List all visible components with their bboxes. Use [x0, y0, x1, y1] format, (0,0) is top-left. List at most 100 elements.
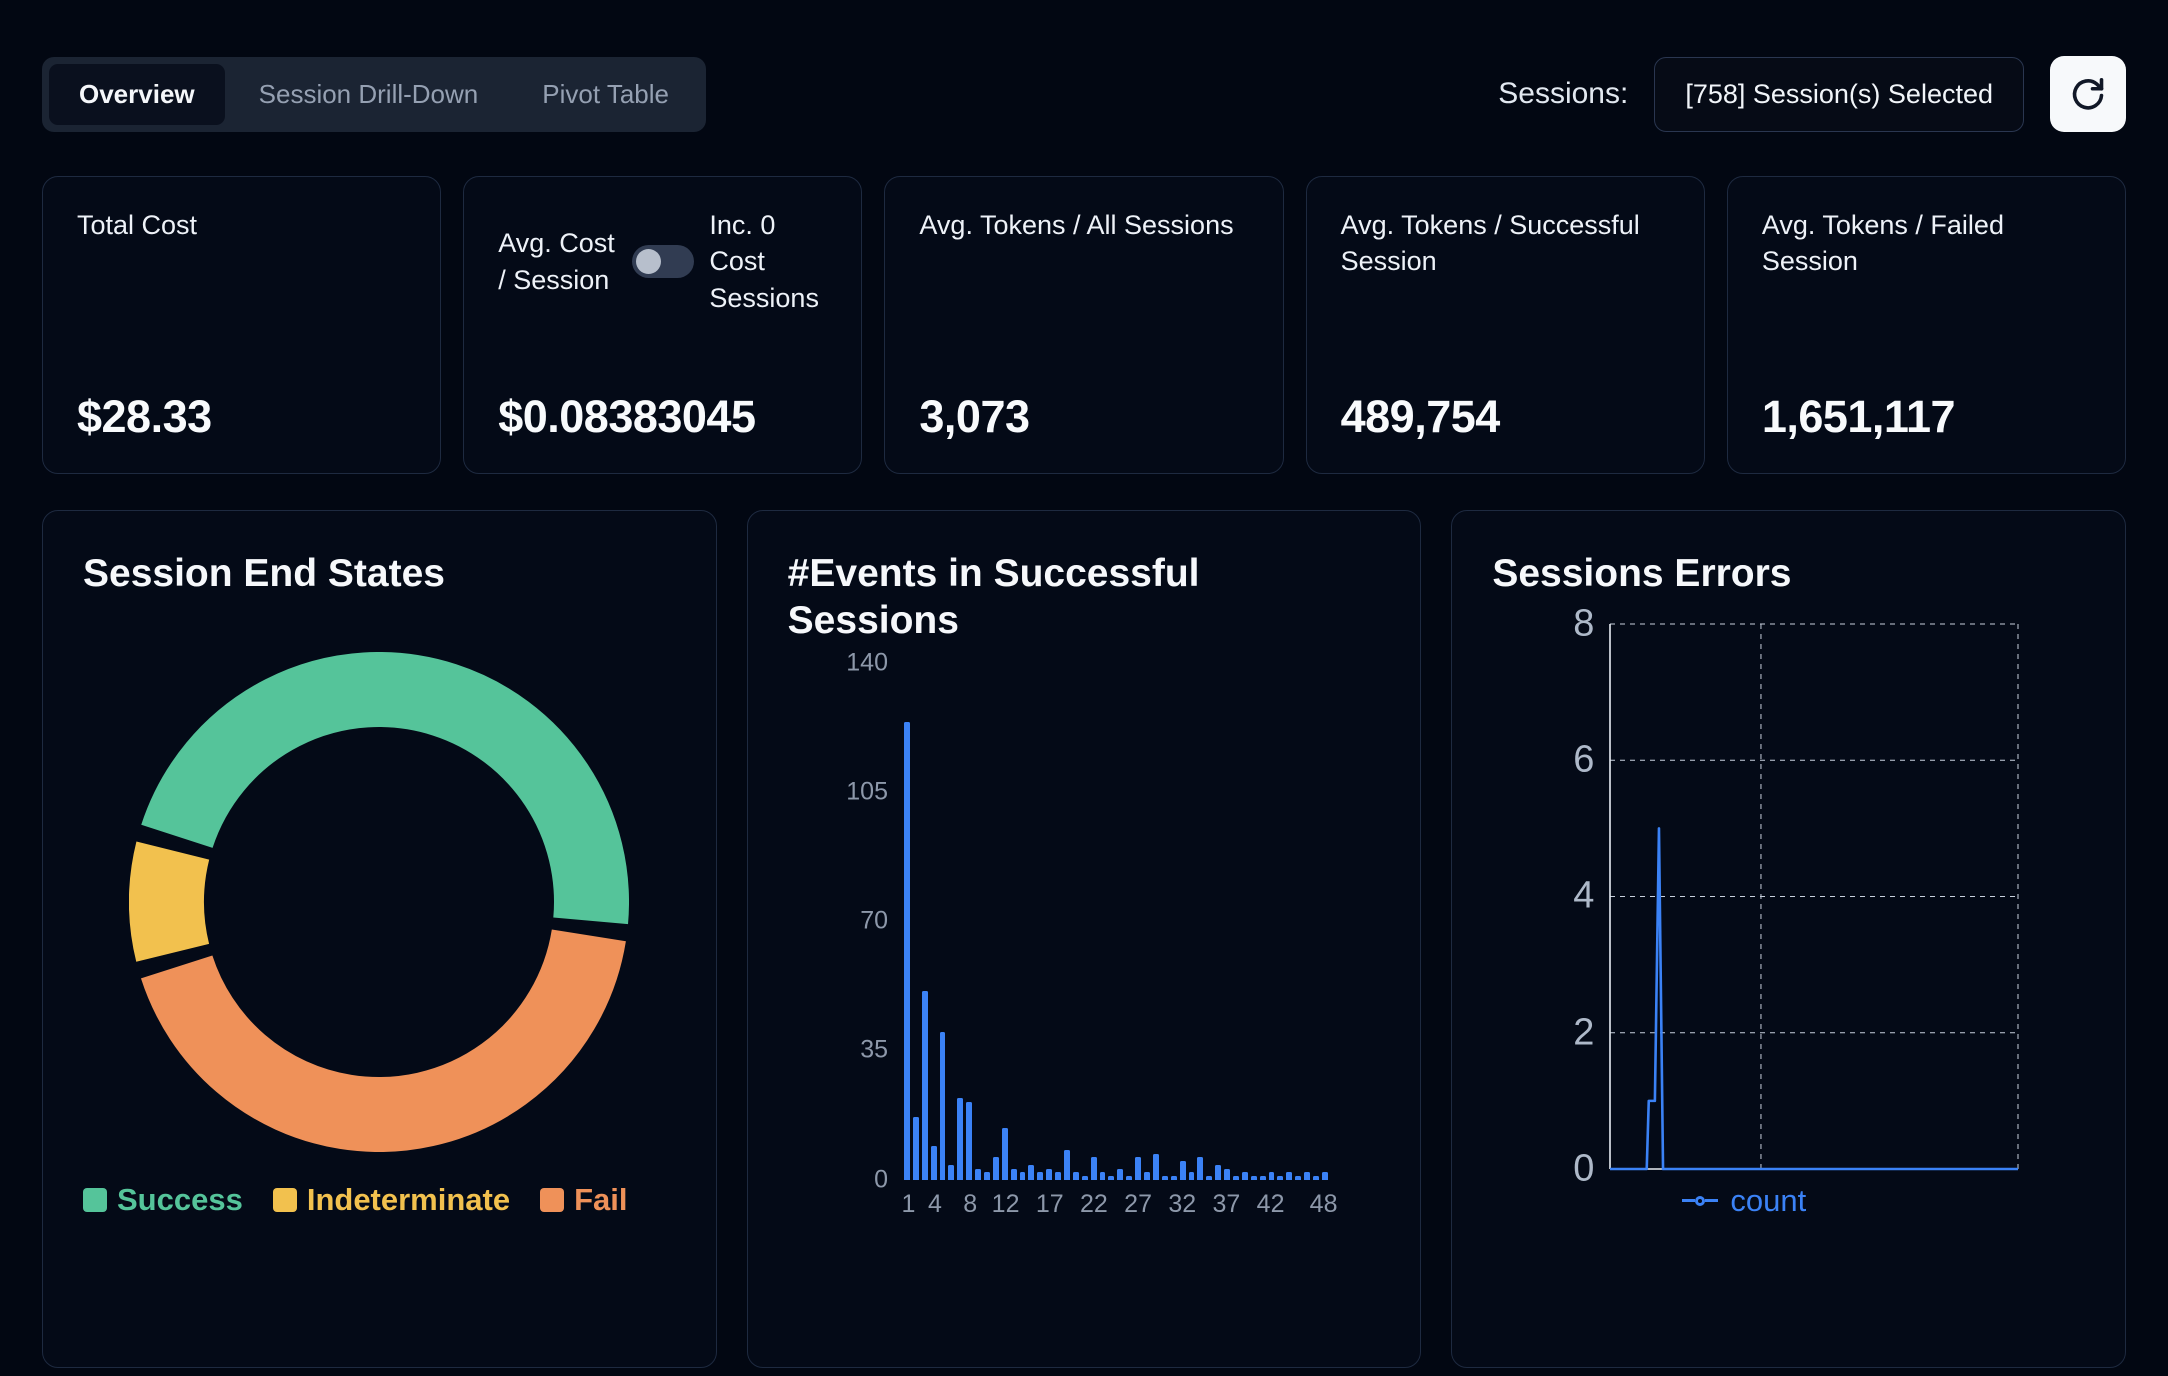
- bar-39: [1241, 1172, 1248, 1180]
- panel-events-in-successful-sessions: #Events in Successful Sessions 0 35 70 105 1…: [746, 510, 1422, 1368]
- bar-y-tick: 70: [860, 906, 888, 935]
- bar-8: [966, 1102, 973, 1180]
- bar-20: [1072, 1172, 1079, 1180]
- bar-30: [1161, 1175, 1168, 1180]
- legend-label-fail: Fail: [574, 1181, 628, 1217]
- refresh-icon: [2072, 77, 2104, 110]
- sessions-select-button[interactable]: [758] Session(s) Selected: [1654, 56, 2024, 132]
- bar-25: [1117, 1168, 1124, 1180]
- legend-item-indeterminate[interactable]: Indeterminate: [272, 1181, 511, 1218]
- stat-label: Total Cost: [77, 210, 198, 240]
- stat-label: Avg. Tokens / All Sessions: [919, 210, 1234, 240]
- stat-label: Avg. Tokens / Successful Session: [1340, 210, 1640, 277]
- toggle-label: Inc. 0 Cost Sessions: [709, 210, 819, 313]
- bar-y-tick: 0: [874, 1165, 888, 1194]
- stat-value: 1,651,117: [1761, 391, 1956, 442]
- bar-x-tick: 8: [963, 1189, 978, 1218]
- bar-2: [912, 1116, 919, 1180]
- count-legend-item[interactable]: count: [1682, 1183, 2085, 1219]
- bar-x-tick: 27: [1124, 1189, 1152, 1218]
- bar-46: [1304, 1172, 1310, 1180]
- tab-pivot-table[interactable]: Pivot Table: [512, 64, 699, 125]
- bar-plot-area: 1 4 8 12 17 22 27 32 37 42 48: [901, 663, 1337, 1222]
- bar-11: [992, 1157, 999, 1180]
- stat-value: $28.33: [77, 391, 212, 442]
- bar-x-axis: 1 4 8 12 17 22 27 32 37 42 48: [901, 1180, 1337, 1222]
- errors-line-chart: 0 2 4 6 8: [1552, 602, 2085, 1189]
- stat-value: 489,754: [1340, 391, 1501, 442]
- donut-svg: [129, 651, 630, 1152]
- zero-cost-sessions-toggle[interactable]: [631, 245, 694, 279]
- line-svg: [1610, 624, 2018, 1169]
- bar-37: [1224, 1168, 1230, 1180]
- tab-session-drill-down[interactable]: Session Drill-Down: [229, 64, 509, 125]
- stat-card-total-cost: Total Cost $28.33: [42, 176, 442, 474]
- bar-9: [975, 1168, 982, 1180]
- bar-y-tick: 140: [846, 648, 888, 677]
- count-legend-label: count: [1730, 1182, 1807, 1218]
- bar-y-tick: 35: [860, 1035, 888, 1064]
- bar-6: [948, 1164, 955, 1180]
- bar-x-tick: 12: [991, 1189, 1020, 1218]
- bar-5: [939, 1031, 946, 1180]
- panel-title: Session End States: [83, 552, 445, 595]
- indeterminate-swatch: [272, 1187, 297, 1212]
- donut-segment-indeterminate: [129, 651, 630, 1152]
- bar-40: [1250, 1175, 1257, 1180]
- bar-plot: [904, 663, 1328, 1180]
- bar-y-axis: 0 35 70 105 140: [840, 648, 904, 1193]
- bar-4: [930, 1146, 937, 1180]
- donut-chart: [83, 651, 676, 1152]
- line-y-tick: 2: [1573, 1011, 1595, 1054]
- stat-label: Avg. Tokens / Failed Session: [1761, 210, 2004, 277]
- stat-label: Avg. Cost / Session: [498, 228, 615, 295]
- bar-x-tick: 42: [1256, 1189, 1285, 1218]
- stat-value: $0.08383045: [498, 391, 756, 442]
- bar-44: [1286, 1172, 1293, 1180]
- legend-item-success[interactable]: Success: [83, 1182, 243, 1218]
- panel-sessions-errors: Sessions Errors 0 2 4 6 8 count: [1451, 510, 2127, 1368]
- bar-10: [984, 1172, 990, 1180]
- toggle-knob: [635, 249, 661, 275]
- line-y-axis: 0 2 4 6 8: [1552, 602, 1610, 1189]
- stat-value: 3,073: [919, 391, 1030, 442]
- bar-22: [1090, 1157, 1097, 1180]
- bar-45: [1295, 1175, 1302, 1180]
- bar-21: [1081, 1175, 1088, 1180]
- refresh-button[interactable]: [2050, 56, 2126, 132]
- donut-segment-success: [129, 651, 630, 1152]
- bar-12: [1001, 1127, 1008, 1180]
- bar-3: [921, 991, 928, 1180]
- stats-row: Total Cost $28.33 Avg. Cost / Session In…: [42, 176, 2127, 474]
- stat-card-header: Avg. Cost / Session Inc. 0 Cost Sessions: [498, 207, 827, 316]
- bar-13: [1010, 1168, 1017, 1180]
- line-y-tick: 0: [1573, 1147, 1595, 1190]
- bar-x-tick: 48: [1309, 1189, 1338, 1218]
- bar-x-tick: 37: [1212, 1189, 1241, 1218]
- stat-card-avg-tokens-failed: Avg. Tokens / Failed Session 1,651,117: [1726, 176, 2127, 474]
- bar-14: [1019, 1172, 1026, 1180]
- legend-item-fail[interactable]: Fail: [540, 1181, 628, 1218]
- stat-card-avg-tokens-successful: Avg. Tokens / Successful Session 489,754: [1305, 176, 1705, 474]
- sessions-label: Sessions:: [1498, 77, 1629, 110]
- bar-43: [1277, 1175, 1284, 1180]
- bar-31: [1170, 1175, 1177, 1180]
- bar-x-tick: 32: [1168, 1189, 1197, 1218]
- stat-card-avg-cost-per-session: Avg. Cost / Session Inc. 0 Cost Sessions…: [463, 176, 863, 474]
- tab-overview[interactable]: Overview: [49, 63, 225, 125]
- legend-label-indeterminate: Indeterminate: [306, 1181, 511, 1217]
- bar-1: [904, 721, 910, 1180]
- charts-row: Session End States Success Indeterminate…: [42, 510, 2127, 1368]
- bar-15: [1028, 1164, 1035, 1180]
- bar-34: [1197, 1157, 1204, 1180]
- stat-card-avg-tokens-all: Avg. Tokens / All Sessions 3,073: [884, 176, 1284, 474]
- bar-x-tick: 22: [1080, 1189, 1108, 1218]
- bar-18: [1055, 1172, 1062, 1180]
- line-plot: [1610, 624, 2018, 1169]
- bar-x-tick: 4: [927, 1189, 942, 1218]
- bar-19: [1064, 1150, 1070, 1180]
- bar-47: [1312, 1175, 1319, 1180]
- bar-26: [1126, 1175, 1133, 1180]
- bar-32: [1179, 1161, 1186, 1180]
